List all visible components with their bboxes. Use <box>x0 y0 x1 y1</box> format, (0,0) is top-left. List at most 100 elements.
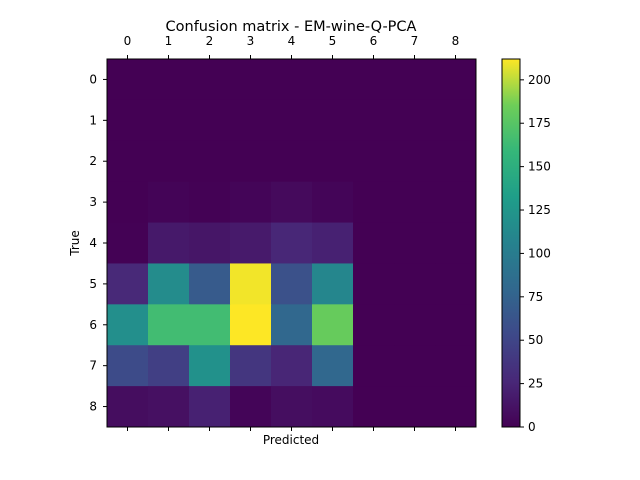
x-tick-label-5: 5 <box>329 34 337 48</box>
heatmap-cell-2-0 <box>107 140 149 183</box>
heatmap-cell-3-3 <box>230 181 272 224</box>
heatmap-cell-4-0 <box>107 222 149 264</box>
heatmap-cell-4-2 <box>189 222 231 264</box>
heatmap-cell-6-7 <box>394 304 436 346</box>
y-tick-label-2: 2 <box>89 154 97 168</box>
heatmap-cell-8-6 <box>353 386 395 428</box>
heatmap-cell-3-5 <box>312 181 354 224</box>
heatmap-cell-7-1 <box>148 345 190 387</box>
x-axis-label: Predicted <box>263 433 319 447</box>
colorbar-tick-label-8: 200 <box>528 73 551 87</box>
chart-title: Confusion matrix - EM-wine-Q-PCA <box>166 19 417 35</box>
x-tick-label-6: 6 <box>370 34 378 48</box>
x-tick-label-3: 3 <box>247 34 255 48</box>
heatmap-cell-7-4 <box>271 345 313 387</box>
heatmap-cell-3-7 <box>394 181 436 224</box>
x-tick-label-7: 7 <box>411 34 419 48</box>
heatmap-cell-3-6 <box>353 181 395 224</box>
heatmap-cell-8-3 <box>230 386 272 428</box>
heatmap-cell-3-4 <box>271 181 313 224</box>
heatmap-cell-4-3 <box>230 222 272 264</box>
y-tick-label-7: 7 <box>89 359 97 373</box>
heatmap-cell-1-7 <box>394 99 436 142</box>
x-tick-label-8: 8 <box>452 34 460 48</box>
colorbar-tick-label-1: 25 <box>528 377 543 391</box>
heatmap-cell-6-0 <box>107 304 149 346</box>
heatmap-cell-5-3 <box>230 263 272 305</box>
heatmap-cell-0-5 <box>312 59 354 101</box>
heatmap-cell-8-0 <box>107 386 149 428</box>
heatmap-cell-8-4 <box>271 386 313 428</box>
heatmap-cell-0-2 <box>189 59 231 101</box>
heatmap-cell-5-2 <box>189 263 231 305</box>
heatmap-cell-5-0 <box>107 263 149 305</box>
heatmap-cell-3-8 <box>435 181 477 224</box>
y-tick-label-3: 3 <box>89 195 97 209</box>
heatmap-cell-0-1 <box>148 59 190 101</box>
heatmap-cell-1-0 <box>107 99 149 142</box>
heatmap-cell-3-0 <box>107 181 149 224</box>
heatmap-cell-1-8 <box>435 99 477 142</box>
heatmap-cell-4-6 <box>353 222 395 264</box>
colorbar-tick-label-3: 75 <box>528 290 543 304</box>
heatmap-cell-8-5 <box>312 386 354 428</box>
colorbar-tick-label-2: 50 <box>528 333 543 347</box>
heatmap-cell-8-2 <box>189 386 231 428</box>
heatmap-cell-8-8 <box>435 386 477 428</box>
heatmap-cell-5-8 <box>435 263 477 305</box>
heatmap-cell-0-8 <box>435 59 477 101</box>
heatmap-cell-2-3 <box>230 140 272 183</box>
heatmap-cell-2-8 <box>435 140 477 183</box>
heatmap-cell-8-7 <box>394 386 436 428</box>
heatmap-cell-5-6 <box>353 263 395 305</box>
heatmap-cell-5-1 <box>148 263 190 305</box>
heatmap-cell-2-6 <box>353 140 395 183</box>
heatmap-cell-6-8 <box>435 304 477 346</box>
heatmap-cell-8-1 <box>148 386 190 428</box>
y-tick-label-6: 6 <box>89 318 97 332</box>
heatmap-cell-7-3 <box>230 345 272 387</box>
x-tick-label-4: 4 <box>288 34 296 48</box>
heatmap-cells <box>107 59 477 428</box>
heatmap-cell-4-8 <box>435 222 477 264</box>
colorbar-ticks: 0 25 50 75 100 125 150 175 200 <box>520 73 551 434</box>
heatmap-cell-0-0 <box>107 59 149 101</box>
heatmap-cell-6-3 <box>230 304 272 346</box>
heatmap-cell-2-5 <box>312 140 354 183</box>
colorbar-tick-label-0: 0 <box>528 420 536 434</box>
colorbar-tick-label-6: 150 <box>528 160 551 174</box>
colorbar-tick-label-4: 100 <box>528 246 551 260</box>
heatmap-cell-4-1 <box>148 222 190 264</box>
heatmap-cell-4-5 <box>312 222 354 264</box>
heatmap-cell-7-8 <box>435 345 477 387</box>
x-tick-label-1: 1 <box>165 34 173 48</box>
y-tick-label-4: 4 <box>89 236 97 250</box>
heatmap-cell-1-3 <box>230 99 272 142</box>
heatmap-cell-1-4 <box>271 99 313 142</box>
y-axis-label: True <box>68 230 82 257</box>
heatmap-cell-7-7 <box>394 345 436 387</box>
colorbar-tick-label-7: 175 <box>528 116 551 130</box>
heatmap-cell-2-4 <box>271 140 313 183</box>
plot-frame <box>106 58 477 428</box>
heatmap-cell-6-1 <box>148 304 190 346</box>
heatmap-cell-5-7 <box>394 263 436 305</box>
heatmap-cell-2-1 <box>148 140 190 183</box>
x-tick-label-0: 0 <box>124 34 132 48</box>
y-tick-label-8: 8 <box>89 400 97 414</box>
heatmap-cell-7-2 <box>189 345 231 387</box>
heatmap-cell-5-5 <box>312 263 354 305</box>
y-tick-label-0: 0 <box>89 72 97 86</box>
axis-ticks: 0 1 2 3 4 5 6 7 8 0 1 2 3 4 5 6 7 8 <box>89 34 459 431</box>
y-tick-label-5: 5 <box>89 277 97 291</box>
heatmap-cell-6-2 <box>189 304 231 346</box>
heatmap-cell-0-7 <box>394 59 436 101</box>
heatmap-cell-7-5 <box>312 345 354 387</box>
heatmap-cell-7-6 <box>353 345 395 387</box>
x-tick-label-2: 2 <box>206 34 214 48</box>
heatmap-cell-6-4 <box>271 304 313 346</box>
heatmap-cell-5-4 <box>271 263 313 305</box>
heatmap-cell-2-7 <box>394 140 436 183</box>
colorbar <box>501 58 521 428</box>
